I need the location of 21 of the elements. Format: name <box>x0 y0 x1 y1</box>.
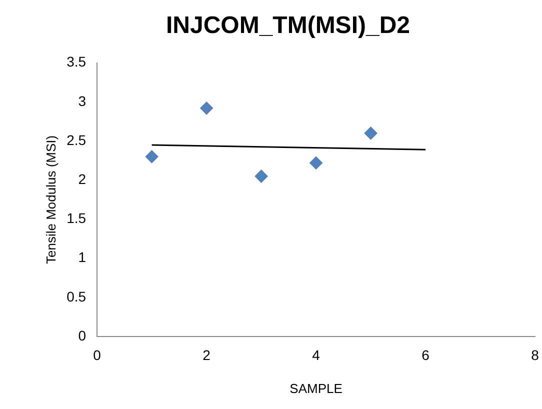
x-tick-label: 8 <box>531 346 540 363</box>
y-tick-label: 2.5 <box>66 132 86 148</box>
x-tick-label: 2 <box>202 346 211 363</box>
x-tick-label: 6 <box>422 346 430 363</box>
y-tick-label: 3 <box>78 92 86 109</box>
x-tick-label: 0 <box>93 346 102 363</box>
point <box>200 102 214 115</box>
x-tick-label: 4 <box>312 346 320 363</box>
point <box>310 156 323 170</box>
y-tick-label: 3.5 <box>66 54 86 70</box>
y-tick-label: 0 <box>78 327 86 344</box>
y-axis-title: Tensile Modulus (MSI) <box>43 135 58 264</box>
point <box>145 150 158 164</box>
y-tick-label: 1.5 <box>66 210 86 226</box>
y-tick-label: 2 <box>78 171 86 187</box>
point <box>254 170 268 183</box>
chart-title: INJCOM_TM(MSI)_D2 <box>166 12 410 40</box>
y-tick-label: 1 <box>78 249 86 266</box>
y-tick-label: 0.5 <box>66 288 86 304</box>
x-axis-title: SAMPLE <box>290 380 343 396</box>
point <box>364 126 378 140</box>
